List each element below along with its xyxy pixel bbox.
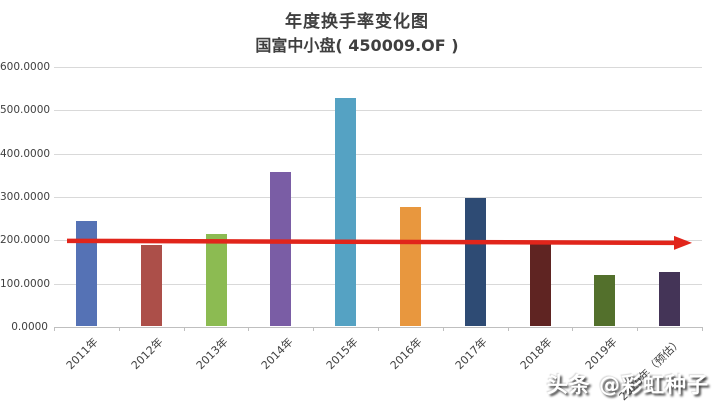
gridline [54,67,702,68]
bar-2014年 [270,171,292,326]
x-axis-tick [248,327,250,331]
x-axis-tick [313,327,315,331]
y-tick-label: 300.0000 [0,191,51,203]
x-axis-tick [442,327,444,331]
x-tick-label: 2018年 [517,335,555,373]
bar-2016年 [399,207,421,326]
bar-2019年 [594,275,616,326]
x-axis-tick [702,327,703,331]
x-axis-tick [54,327,55,331]
x-axis-tick [572,327,574,331]
bar-2011年 [75,220,97,326]
bar-2020年（预估） [659,271,681,326]
y-tick-label: 500.0000 [0,104,51,117]
chart-subtitle: 国富中小盘( 450009.OF ) [255,36,459,55]
y-tick-label: 600.0000 [0,61,51,73]
bar-2017年 [464,198,486,326]
x-tick-label: 2015年 [323,335,361,373]
x-tick-label: 2012年 [129,335,166,373]
y-tick-label: 0.0000 [11,321,48,333]
plot-area [54,67,702,328]
x-tick-label: 2013年 [193,335,231,373]
bar-2012年 [140,244,162,326]
x-axis-tick [183,327,185,331]
reference-arrow [66,235,692,250]
chart-title: 年度换手率变化图 [285,12,429,32]
x-axis-tick [118,327,120,331]
y-tick-label: 400.0000 [0,147,51,160]
x-axis-tick [637,327,639,331]
x-tick-label: 2011年 [64,335,101,373]
y-tick-label: 100.0000 [0,277,51,290]
y-tick-label: 200.0000 [0,234,51,247]
gridline [54,110,702,112]
x-tick-label: 2014年 [258,335,296,373]
x-tick-label: 2017年 [453,335,490,373]
gridline [54,153,702,155]
gridline [54,197,702,198]
gridline [54,283,702,285]
bar-2018年 [529,242,551,326]
x-tick-label: 2016年 [388,335,425,373]
x-axis-tick [507,327,509,331]
x-axis-tick [378,327,379,331]
bar-2013年 [205,234,227,326]
watermark: 头条 @彩虹种子 [546,373,709,397]
bar-2015年 [335,98,357,326]
